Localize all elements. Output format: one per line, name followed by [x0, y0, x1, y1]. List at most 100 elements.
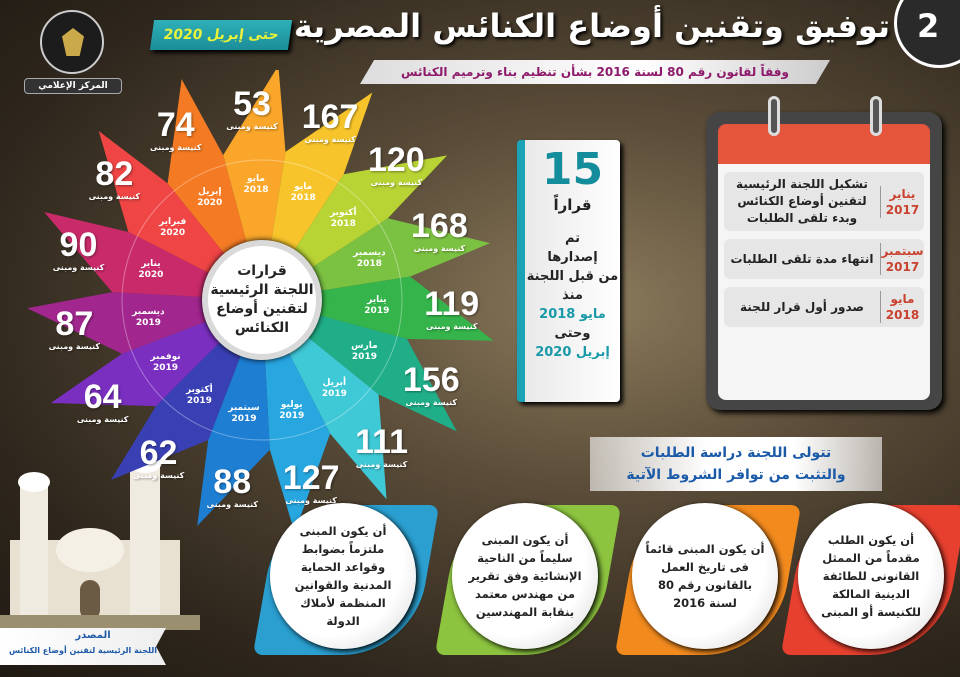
- conditions-title-line: والتثبت من توافر الشروط الآتية: [626, 467, 846, 483]
- petal-month: أكتوبر 2018: [330, 207, 357, 229]
- value-number: 127: [282, 458, 340, 497]
- petal-month: إبريل 2020: [197, 186, 223, 208]
- inner-ring: [121, 159, 403, 441]
- petal-month: ديسمبر 2018: [353, 247, 386, 269]
- value-number: 62: [139, 434, 178, 473]
- center-title-line: اللجنة الرئيسية: [210, 282, 314, 298]
- petal-month: سبتمبر 2019: [228, 402, 260, 424]
- value-unit: كنيسة ومبنى: [76, 415, 129, 425]
- value-unit: كنيسة ومبنى: [48, 341, 101, 351]
- petal-month: مايو 2018: [243, 174, 269, 196]
- value-unit: كنيسة ومبنى: [413, 243, 466, 253]
- event-date: يناير 2017: [880, 185, 924, 218]
- logo-label: المركز الإعلامي: [24, 78, 122, 94]
- value-unit: كنيسة ومبنى: [226, 122, 278, 132]
- decisions-from-date: مايو 2018: [539, 307, 606, 322]
- decisions-text: إصدارها: [547, 250, 598, 265]
- event-text: صدور أول قرار للجنة: [740, 299, 864, 314]
- value-unit: كنيسة ومبنى: [88, 192, 141, 202]
- petal-value: 120 كنيسة ومبنى: [364, 143, 428, 189]
- event-text: انتهاء مدة تلقى الطلبات: [730, 251, 874, 266]
- until-badge: حتى إبريل 2020: [149, 20, 293, 50]
- value-unit: كنيسة ومبنى: [304, 134, 356, 144]
- value-number: 90: [59, 225, 98, 264]
- value-unit: كنيسة ومبنى: [425, 321, 478, 331]
- petal-month: أكتوبر 2019: [186, 385, 213, 407]
- value-number: 64: [83, 378, 122, 417]
- value-unit: كنيسة ومبنى: [355, 459, 408, 469]
- condition-card: أن يكون الطلب مقدماً من الممثل القانونى …: [798, 503, 944, 649]
- decisions-text: وحتى: [554, 326, 591, 341]
- center-title-line: قرارات: [237, 263, 287, 279]
- petal-value: 64 كنيسة ومبنى: [71, 380, 135, 426]
- petal-month: يناير 2019: [364, 295, 390, 317]
- value-number: 82: [95, 155, 134, 194]
- condition-card: أن يكون المبنى قائماً فى تاريخ العمل بال…: [632, 503, 778, 649]
- petal-7: [262, 300, 331, 533]
- subtitle: وفقاً لقانون رقم 80 لسنة 2016 بشأن تنظيم…: [360, 60, 830, 84]
- page-title: توفيق وتقنين أوضاع الكنائس المصرية: [293, 7, 890, 45]
- decisions-to-date: إبريل 2020: [535, 345, 610, 360]
- conditions-title-line: تتولى اللجنة دراسة الطلبات: [640, 445, 832, 461]
- petal-month: مارس 2019: [351, 341, 378, 363]
- value-unit: كنيسة ومبنى: [132, 471, 185, 481]
- petal-month: يناير 2020: [138, 259, 164, 281]
- decisions-count: 15: [541, 144, 604, 195]
- value-number: 119: [424, 284, 480, 323]
- petal-value: 74 كنيسة ومبنى: [144, 108, 208, 154]
- event-text: تشكيل اللجنة الرئيسية لتقنين أوضاع الكنا…: [736, 177, 868, 225]
- petal-value: 111 كنيسة ومبنى: [350, 425, 414, 471]
- logo-emblem: [40, 10, 104, 74]
- petal-value: 156 كنيسة ومبنى: [399, 363, 463, 409]
- value-number: 53: [233, 85, 271, 124]
- source-text: اللجنة الرئيسية لتقنين أوضاع الكنائس: [9, 646, 157, 655]
- petal-value: 167 كنيسة ومبنى: [298, 100, 362, 146]
- petal-month: مايو 2018: [290, 181, 316, 203]
- value-number: 87: [55, 304, 94, 343]
- petal-3: [262, 218, 491, 300]
- section-number-badge: 2: [894, 0, 960, 68]
- source-label: المصدر: [75, 630, 111, 641]
- value-number: 156: [402, 361, 460, 400]
- petal-value: 127 كنيسة ومبنى: [279, 461, 343, 507]
- condition-text: أن يكون المبنى ملتزماً بضوابط وقواعد الح…: [294, 524, 392, 628]
- value-number: 120: [367, 140, 425, 179]
- decisions-text: من قبل اللجنة: [526, 269, 619, 284]
- value-unit: كنيسة ومبنى: [149, 142, 202, 152]
- petal-month: أبريل 2019: [321, 378, 347, 400]
- center-title-line: لتقنين أوضاع: [216, 301, 308, 317]
- timeline-event: سبتمبر 2017 انتهاء مدة تلقى الطلبات: [724, 239, 924, 279]
- source-banner: المصدر اللجنة الرئيسية لتقنين أوضاع الكن…: [0, 628, 166, 665]
- condition-card: أن يكون المبنى ملتزماً بضوابط وقواعد الح…: [270, 503, 416, 649]
- timeline-calendar: يناير 2017 تشكيل اللجنة الرئيسية لتقنين أ…: [706, 96, 942, 410]
- condition-text: أن يكون المبنى قائماً فى تاريخ العمل بال…: [645, 542, 765, 610]
- petal-value: 62 كنيسة ومبنى: [127, 436, 191, 482]
- section-number: 2: [917, 7, 940, 45]
- value-number: 74: [156, 105, 195, 144]
- value-number: 88: [213, 462, 252, 501]
- petal-month: نوفمبر 2019: [150, 351, 181, 373]
- calendar-ring-icon: [768, 96, 780, 136]
- petal-value: 88 كنيسة ومبنى: [200, 465, 264, 511]
- decisions-count-panel: 15 قراراً تم إصدارها من قبل اللجنة منذ م…: [517, 140, 620, 402]
- value-number: 167: [301, 97, 359, 136]
- value-number: 168: [411, 206, 468, 245]
- calendar-header: [718, 124, 930, 164]
- condition-text: أن يكون الطلب مقدماً من الممثل القانونى …: [821, 533, 921, 619]
- decisions-text: تم: [564, 231, 581, 246]
- petal-value: 119 كنيسة ومبنى: [420, 287, 484, 333]
- center-title-line: الكنائس: [234, 320, 290, 336]
- condition-card: أن يكون المبنى سليماً من الناحية الإنشائ…: [452, 503, 598, 649]
- petal-month: ديسمبر 2019: [132, 306, 165, 328]
- petal-month: يوليو 2019: [279, 400, 305, 422]
- value-unit: كنيسة ومبنى: [206, 499, 259, 509]
- value-unit: كنيسة ومبنى: [370, 177, 423, 187]
- calendar-ring-icon: [870, 96, 882, 136]
- value-unit: كنيسة ومبنى: [405, 398, 458, 408]
- petal-value: 168 كنيسة ومبنى: [407, 209, 471, 255]
- decisions-text: منذ: [562, 288, 583, 303]
- value-number: 111: [355, 422, 409, 461]
- radial-labels: 53 كنيسة ومبنى مايو 2018 167 كنيسة ومبنى مايو…: [0, 70, 520, 540]
- church-illustration: [0, 451, 200, 630]
- petal-value: 90 كنيسة ومبنى: [46, 228, 110, 274]
